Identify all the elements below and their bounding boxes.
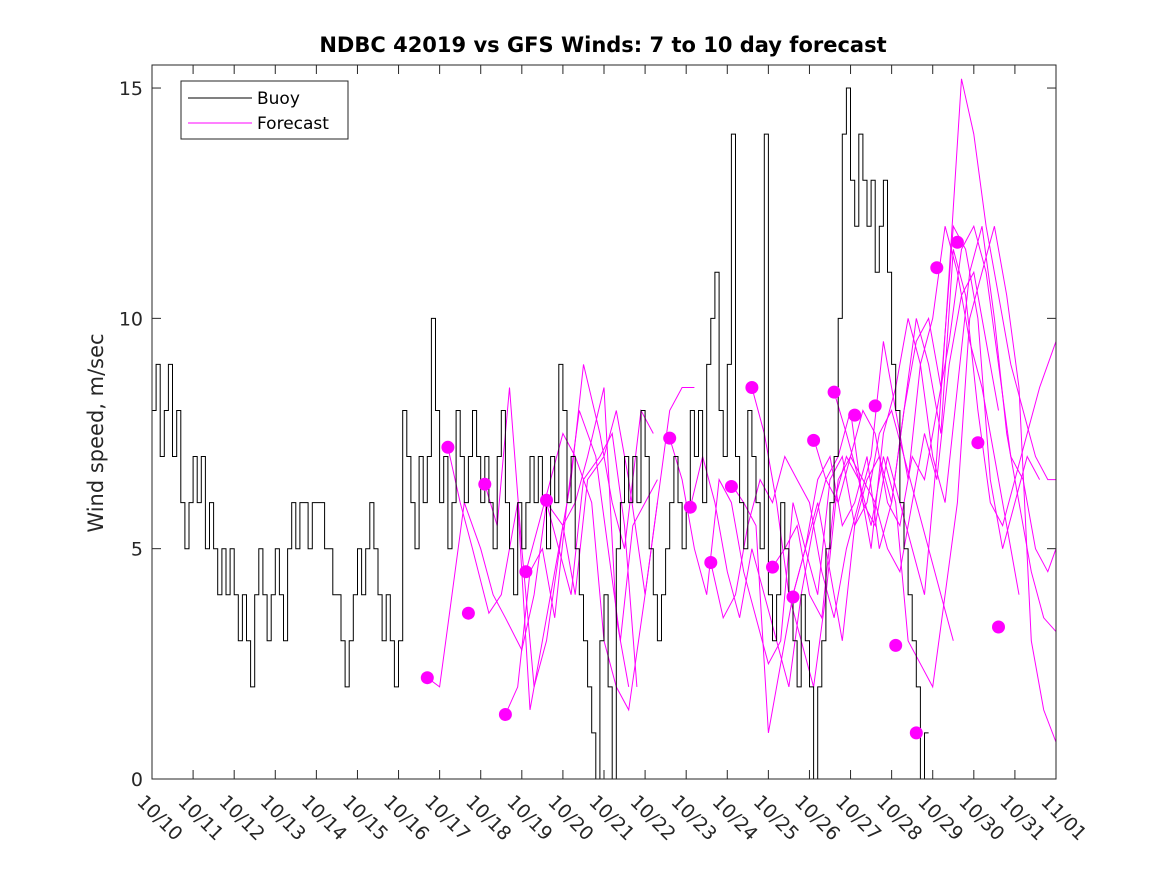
- forecast-line-6: [546, 431, 638, 687]
- y-tick-label: 10: [119, 308, 143, 330]
- forecast-marker: [704, 556, 718, 569]
- y-tick-label: 15: [119, 78, 143, 100]
- forecast-marker: [498, 708, 512, 721]
- forecast-marker: [971, 436, 985, 450]
- forecast-marker: [441, 440, 455, 454]
- forecast-line-12: [772, 226, 1056, 632]
- plot-area: [152, 65, 1056, 779]
- forecast-line-13: [792, 249, 1056, 595]
- forecast-marker: [745, 381, 759, 394]
- chart-title: NDBC 42019 vs GFS Winds: 7 to 10 day for…: [319, 33, 886, 57]
- forecast-line-7: [669, 409, 954, 666]
- forecast-line-15: [833, 226, 1056, 743]
- y-tick-label: 0: [131, 769, 143, 791]
- y-axis-label: Wind speed, m/sec: [84, 333, 108, 532]
- forecast-marker: [950, 235, 964, 249]
- forecast-marker: [478, 477, 492, 491]
- forecast-marker: [909, 726, 923, 740]
- forecast-marker: [663, 431, 677, 445]
- forecast-markers: [420, 235, 1005, 740]
- forecast-marker: [930, 261, 944, 275]
- forecast-marker: [827, 385, 841, 399]
- legend-box: [180, 80, 349, 140]
- forecast-line-11: [751, 224, 1056, 688]
- forecast-marker: [848, 408, 862, 422]
- forecast-lines: [427, 78, 1056, 743]
- legend-forecast-label: Forecast: [257, 114, 329, 134]
- forecast-line-10: [730, 224, 1041, 733]
- y-tick-label: 5: [131, 539, 143, 561]
- forecast-marker: [766, 560, 779, 574]
- forecast-marker: [786, 590, 800, 604]
- forecast-marker: [868, 399, 882, 413]
- legend-buoy-label: Buoy: [257, 89, 300, 109]
- forecast-marker: [807, 433, 821, 447]
- legend: Buoy Forecast: [180, 80, 349, 140]
- forecast-line-3: [484, 387, 630, 688]
- forecast-line-9: [710, 226, 1020, 620]
- forecast-marker: [889, 638, 903, 652]
- forecast-marker: [519, 565, 533, 579]
- forecast-marker: [461, 606, 475, 620]
- forecast-marker: [724, 480, 738, 493]
- forecast-marker: [992, 620, 1005, 634]
- forecast-line-8: [689, 270, 999, 688]
- y-axis-ticks: 0 5 10 15: [119, 78, 1056, 791]
- forecast-marker: [683, 500, 697, 514]
- forecast-marker: [420, 671, 434, 685]
- forecast-marker: [540, 493, 553, 507]
